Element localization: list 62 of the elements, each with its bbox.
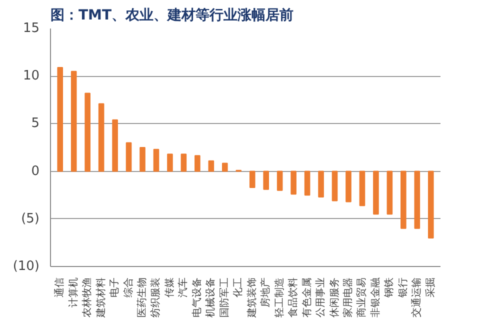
x-tick-label: 房地产 (260, 278, 272, 308)
bar (386, 170, 393, 215)
x-tick-label: 休闲服务 (328, 278, 340, 318)
x-tick-label: 交通运输 (410, 278, 423, 318)
bar (180, 154, 187, 172)
bar (346, 170, 352, 202)
bar (57, 67, 64, 172)
x-tick-label: 化工 (232, 278, 244, 298)
bar (359, 170, 366, 206)
bar (208, 160, 214, 172)
bar (414, 170, 420, 229)
bar (167, 154, 173, 172)
y-tick-label: 10 (22, 68, 40, 84)
y-tick-label: 0 (31, 164, 40, 179)
x-tick-label: 医药生物 (136, 278, 148, 318)
x-tick-label: 建筑装饰 (246, 278, 258, 318)
x-tick-label: 农林牧渔 (81, 278, 94, 318)
bar (400, 170, 406, 229)
bar (318, 170, 324, 198)
x-tick-label: 食品饮料 (287, 278, 300, 318)
bar (153, 148, 160, 172)
x-tick-label: 国防军工 (218, 278, 230, 318)
bar (126, 142, 132, 172)
x-tick-label: 汽车 (177, 278, 190, 298)
x-tick-label: 传媒 (164, 278, 176, 298)
bar (276, 170, 283, 191)
x-tick-label: 建筑材料 (94, 278, 107, 318)
bar (112, 119, 118, 172)
bar (84, 92, 90, 172)
x-tick-label: 有色金属 (300, 278, 313, 318)
y-tick-label: (10) (12, 259, 40, 274)
bar (332, 170, 338, 202)
bar (290, 170, 296, 195)
x-tick-label: 商业贸易 (356, 278, 368, 318)
bar (98, 103, 104, 172)
bar (373, 170, 379, 215)
x-tick-label: 电气设备 (190, 278, 203, 318)
x-tick-label: 轻工制造 (273, 278, 286, 318)
x-tick-label: 公用事业 (314, 278, 327, 318)
y-tick-label: (5) (21, 211, 40, 226)
x-tick-label: 通信 (54, 278, 66, 298)
bar (194, 155, 200, 172)
bar (263, 170, 269, 190)
chart-title: 图：TMT、农业、建材等行业涨幅居前 (50, 8, 294, 24)
x-tick-label: 电子 (108, 278, 121, 298)
bar (428, 170, 434, 238)
x-tick-label: 采掘 (424, 278, 436, 298)
x-tick-label: 钢铁 (383, 278, 396, 298)
x-tick-label: 纺织服装 (150, 278, 162, 318)
bar (70, 70, 77, 172)
x-tick-label: 计算机 (67, 278, 80, 308)
y-tick-label: 5 (31, 116, 40, 132)
x-tick-label: 银行 (398, 278, 409, 298)
x-tick-label: 机械设备 (204, 278, 217, 318)
bar (249, 170, 256, 188)
y-tick-label: 15 (22, 21, 40, 36)
x-tick-label: 非银金融 (369, 278, 382, 318)
x-tick-label: 综合 (122, 278, 134, 298)
bar (304, 170, 310, 196)
bar (222, 162, 228, 172)
bar (140, 147, 146, 172)
x-tick-label: 家用电器 (342, 278, 354, 318)
